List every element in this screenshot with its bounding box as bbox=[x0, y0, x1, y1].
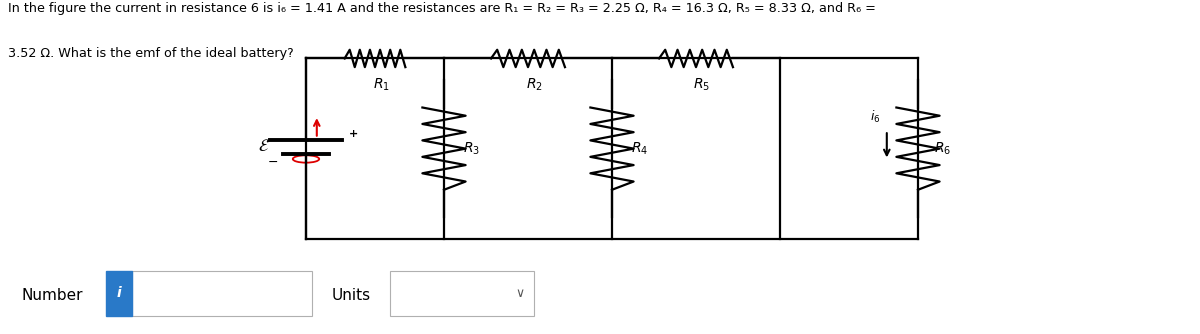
FancyBboxPatch shape bbox=[106, 271, 132, 316]
Text: +: + bbox=[349, 129, 359, 139]
Text: ∨: ∨ bbox=[515, 287, 524, 300]
Text: $R_3$: $R_3$ bbox=[463, 140, 480, 157]
Text: $R_5$: $R_5$ bbox=[694, 77, 710, 93]
Text: 3.52 Ω. What is the emf of the ideal battery?: 3.52 Ω. What is the emf of the ideal bat… bbox=[8, 47, 294, 60]
FancyBboxPatch shape bbox=[132, 271, 312, 316]
Text: $\mathcal{E}$: $\mathcal{E}$ bbox=[258, 139, 270, 155]
Text: $R_2$: $R_2$ bbox=[526, 77, 542, 93]
Text: i: i bbox=[116, 286, 121, 300]
Text: $i_6$: $i_6$ bbox=[870, 109, 881, 125]
Text: $R_4$: $R_4$ bbox=[631, 140, 648, 157]
Text: −: − bbox=[268, 156, 278, 169]
FancyBboxPatch shape bbox=[390, 271, 534, 316]
Text: $R_6$: $R_6$ bbox=[934, 140, 950, 157]
Text: $R_1$: $R_1$ bbox=[372, 77, 390, 93]
Text: Number: Number bbox=[22, 288, 83, 303]
Text: Units: Units bbox=[331, 288, 371, 303]
Text: In the figure the current in resistance 6 is i₆ = 1.41 A and the resistances are: In the figure the current in resistance … bbox=[8, 2, 876, 15]
